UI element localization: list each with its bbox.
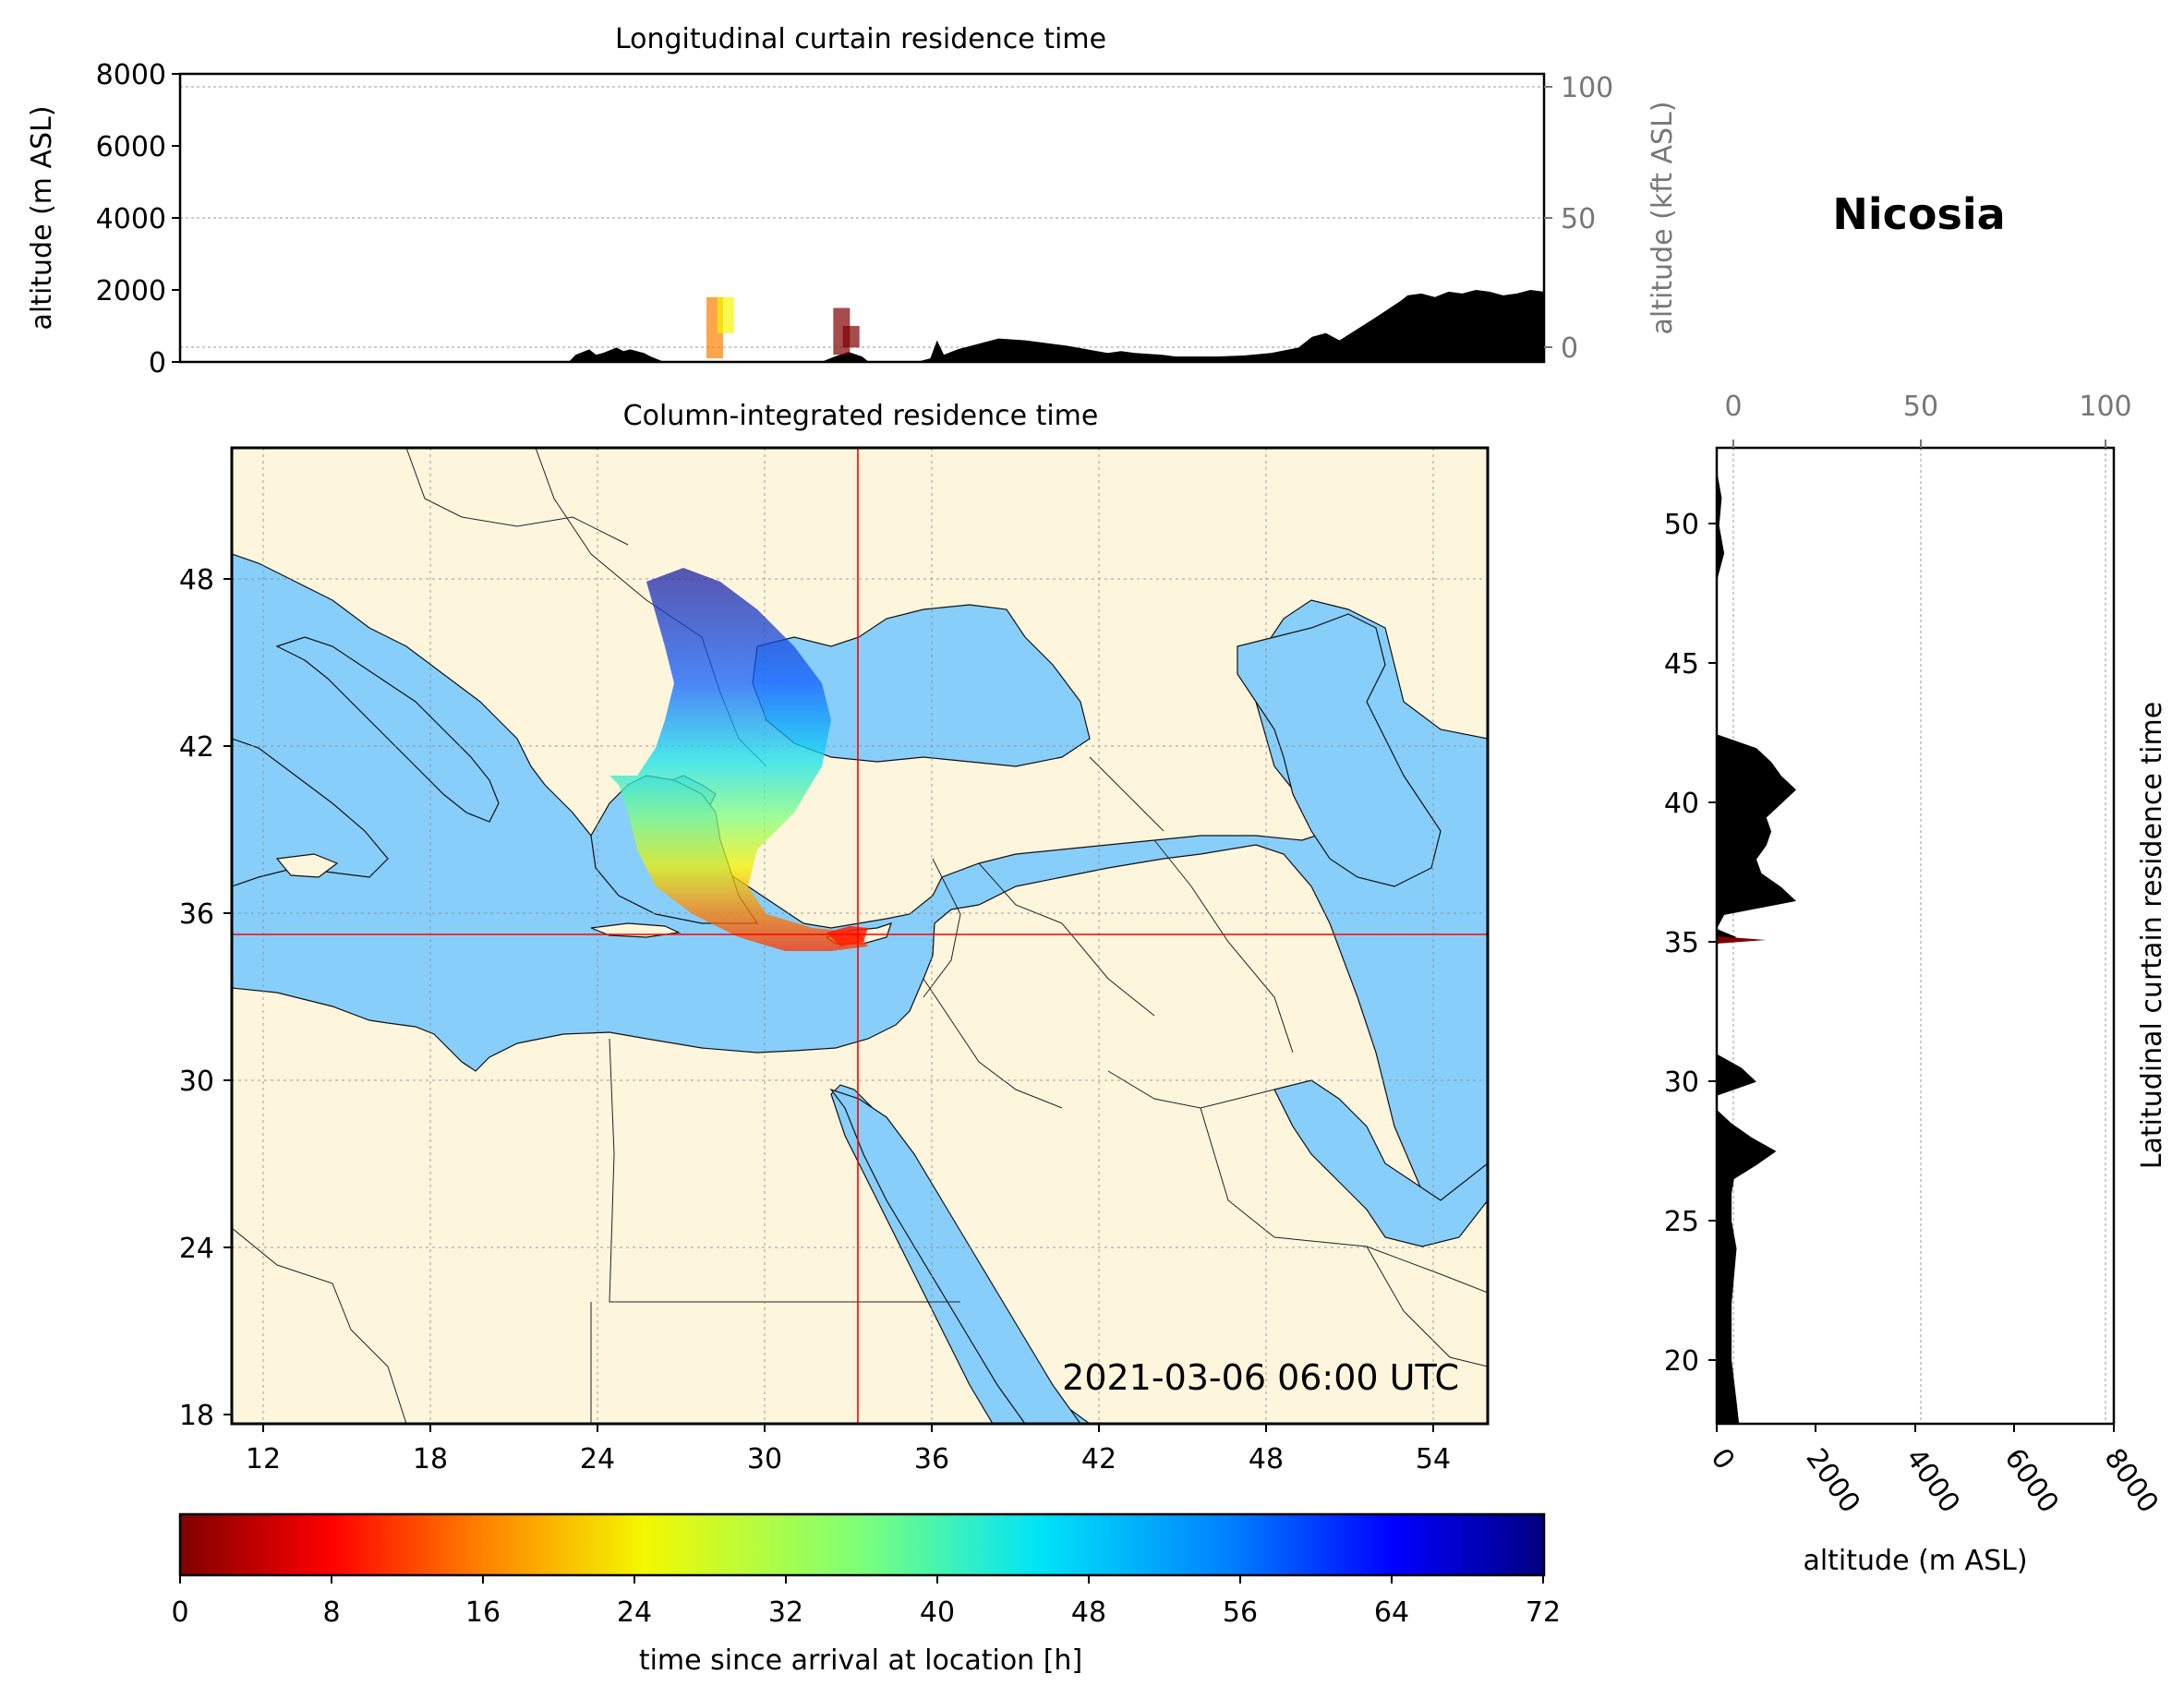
top-ytick-4000: 4000 bbox=[96, 203, 166, 235]
lat-tick-18: 18 bbox=[179, 1400, 214, 1432]
right-alt-6000: 6000 bbox=[1997, 1443, 2064, 1520]
colorbar-label: time since arrival at location [h] bbox=[639, 1644, 1082, 1677]
map-title: Column-integrated residence time bbox=[623, 400, 1099, 432]
right-terrain bbox=[1717, 448, 1796, 1424]
longitudinal-title: Longitudinal curtain residence time bbox=[615, 23, 1106, 55]
right-lat-25: 25 bbox=[1664, 1206, 1699, 1238]
lon-ticks bbox=[262, 1424, 1434, 1432]
right-alt-4000: 4000 bbox=[1899, 1443, 1965, 1520]
right-xlabel: altitude (m ASL) bbox=[1803, 1545, 2027, 1577]
right-bottom-ticks bbox=[1716, 1424, 2115, 1432]
lon-tick-36: 36 bbox=[914, 1443, 949, 1475]
top-left-ylabel: altitude (m ASL) bbox=[26, 105, 58, 330]
map-timestamp: 2021-03-06 06:00 UTC bbox=[1062, 1357, 1459, 1398]
lon-tick-48: 48 bbox=[1249, 1443, 1284, 1475]
right-lat-40: 40 bbox=[1664, 788, 1699, 820]
top-plume-1 bbox=[717, 296, 734, 333]
top-ytick-8000: 8000 bbox=[96, 59, 166, 91]
right-lat-30: 30 bbox=[1664, 1066, 1699, 1099]
cbar-tick-40: 40 bbox=[920, 1596, 955, 1629]
lat-tick-42: 42 bbox=[179, 731, 214, 764]
top-plumes bbox=[706, 296, 860, 359]
lat-tick-36: 36 bbox=[179, 898, 214, 931]
right-top-tick-100: 100 bbox=[2079, 391, 2131, 423]
cbar-tick-24: 24 bbox=[617, 1596, 652, 1629]
cbar-tick-32: 32 bbox=[768, 1596, 803, 1629]
lon-tick-30: 30 bbox=[747, 1443, 782, 1475]
top-ytick-2000: 2000 bbox=[96, 275, 166, 307]
map-panel: Column-integrated residence time bbox=[179, 400, 1490, 1475]
top-ytick-0: 0 bbox=[149, 347, 166, 379]
top-left-ticks bbox=[172, 73, 180, 363]
map-gridlines bbox=[232, 448, 1488, 1424]
right-plume-0 bbox=[1717, 936, 1767, 945]
top-plume-3 bbox=[842, 326, 860, 348]
right-axes-frame bbox=[1715, 446, 2116, 1426]
right-alt-2000: 2000 bbox=[1799, 1443, 1865, 1520]
persian-gulf bbox=[1273, 1079, 1488, 1247]
cbar-tick-16: 16 bbox=[465, 1596, 501, 1629]
top-gridlines bbox=[180, 86, 1544, 348]
cbar-tick-64: 64 bbox=[1374, 1596, 1409, 1629]
lat-tick-30: 30 bbox=[179, 1066, 214, 1098]
lon-tick-24: 24 bbox=[580, 1443, 615, 1475]
cbar-tick-72: 72 bbox=[1526, 1596, 1561, 1629]
top-ytick-6000: 6000 bbox=[96, 131, 166, 163]
latitudinal-curtain-panel: 0 50 100 20 25 30 35 40 45 50 bbox=[1664, 391, 2168, 1577]
right-lat-20: 20 bbox=[1664, 1345, 1699, 1378]
sicily-island bbox=[275, 853, 339, 878]
top-rtick-0: 0 bbox=[1561, 332, 1578, 365]
top-terrain bbox=[180, 290, 1544, 362]
right-lat-50: 50 bbox=[1664, 509, 1699, 541]
right-top-ticks bbox=[1732, 440, 2106, 448]
top-right-ticks bbox=[1544, 86, 1552, 348]
cbar-tick-48: 48 bbox=[1071, 1596, 1106, 1629]
tyrrhenian-sea bbox=[232, 738, 389, 887]
cbar-tick-8: 8 bbox=[322, 1596, 340, 1629]
right-alt-0: 0 bbox=[1704, 1443, 1741, 1476]
plume-body bbox=[609, 568, 868, 951]
lat-ticks bbox=[223, 578, 232, 1415]
right-alt-8000: 8000 bbox=[2097, 1443, 2164, 1520]
location-crosshair bbox=[232, 448, 1488, 1424]
top-right-ylabel: altitude (kft ASL) bbox=[1647, 101, 1679, 334]
map-frame bbox=[230, 446, 1490, 1426]
colorbar-gradient bbox=[178, 1512, 1546, 1577]
top-rtick-100: 100 bbox=[1561, 72, 1613, 104]
adriatic-sea bbox=[275, 636, 500, 823]
right-lat-ticks bbox=[1708, 523, 1717, 1361]
right-lat-35: 35 bbox=[1664, 927, 1699, 959]
colorbar-ticks bbox=[179, 1575, 1544, 1584]
lon-tick-54: 54 bbox=[1416, 1443, 1451, 1475]
right-lat-45: 45 bbox=[1664, 648, 1699, 680]
location-title: Nicosia bbox=[1832, 189, 2005, 239]
lat-tick-48: 48 bbox=[179, 564, 214, 596]
right-gridlines bbox=[1732, 448, 2106, 1424]
cbar-tick-0: 0 bbox=[171, 1596, 188, 1629]
right-ylabel: Latitudinal curtain residence time bbox=[2136, 702, 2168, 1169]
right-plumes bbox=[1717, 936, 1767, 945]
lat-tick-24: 24 bbox=[179, 1233, 214, 1265]
lon-tick-42: 42 bbox=[1081, 1443, 1116, 1475]
africa-arabia-land bbox=[232, 844, 1488, 1424]
right-top-tick-0: 0 bbox=[1724, 391, 1742, 423]
caspian-sea bbox=[1237, 613, 1442, 887]
red-sea bbox=[829, 1088, 1081, 1424]
lon-tick-12: 12 bbox=[246, 1443, 281, 1475]
right-top-tick-50: 50 bbox=[1903, 391, 1938, 423]
top-rtick-50: 50 bbox=[1561, 203, 1596, 235]
longitudinal-curtain-panel: Longitudinal curtain residence time 0 20… bbox=[26, 23, 1679, 379]
cbar-tick-56: 56 bbox=[1223, 1596, 1258, 1629]
lon-tick-18: 18 bbox=[413, 1443, 448, 1475]
colorbar: 0 8 16 24 32 40 48 56 64 72 time since a… bbox=[171, 1512, 1561, 1677]
